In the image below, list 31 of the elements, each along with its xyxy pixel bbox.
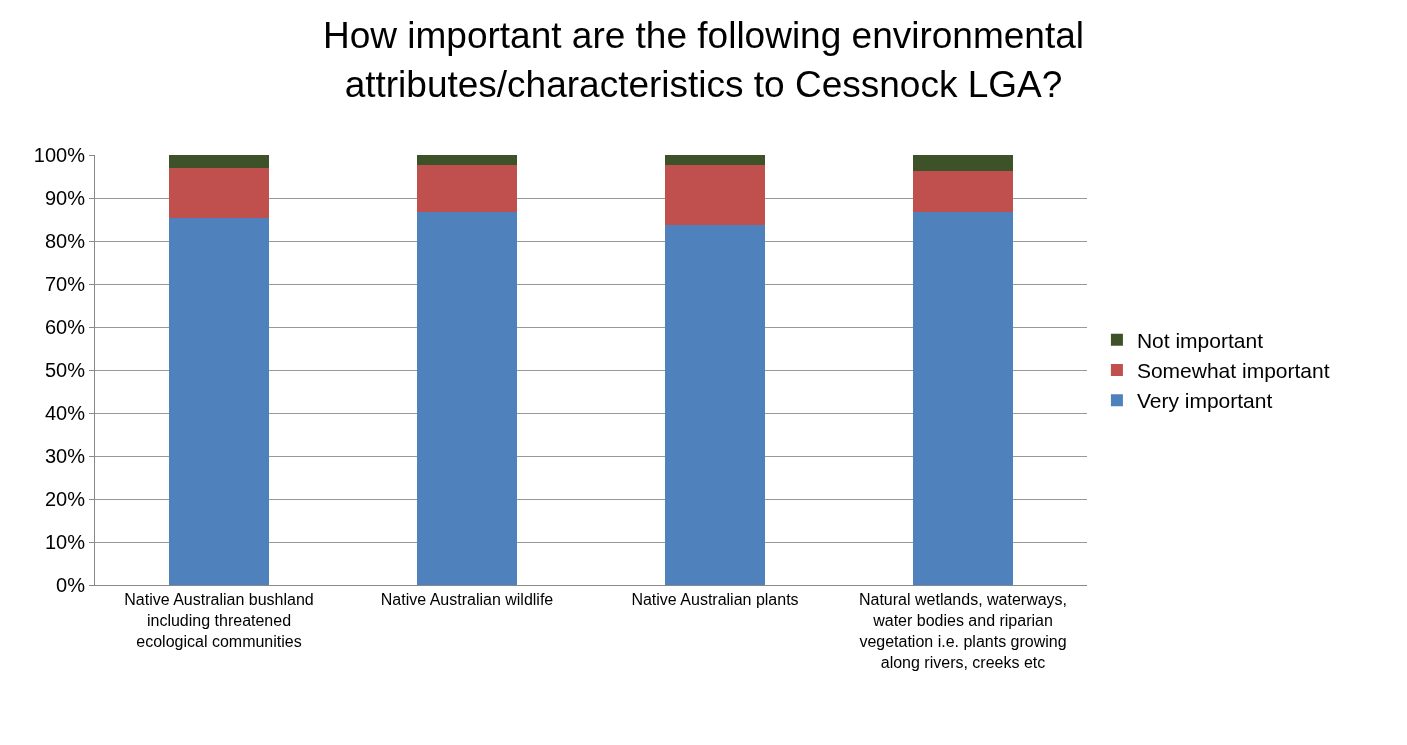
legend-label: Somewhat important bbox=[1136, 359, 1330, 383]
bar bbox=[169, 218, 269, 585]
bar bbox=[417, 164, 517, 212]
x-tick-label: Native Australian bushland including threatened ecological communities bbox=[124, 591, 314, 650]
bar bbox=[913, 155, 1013, 172]
x-tick-label: Native Australian wildlife bbox=[380, 591, 554, 609]
y-tick-label: 10% bbox=[44, 531, 86, 553]
bar bbox=[665, 155, 765, 165]
legend-label: Very important bbox=[1136, 389, 1273, 413]
legend-label: Not important bbox=[1136, 328, 1264, 352]
y-tick-label: 80% bbox=[44, 230, 86, 252]
y-tick-label: 50% bbox=[44, 359, 86, 381]
y-tick-label: 70% bbox=[44, 273, 86, 295]
y-tick-label: 30% bbox=[44, 445, 86, 467]
y-tick-label: 100% bbox=[33, 144, 86, 166]
x-tick-label: Natural wetlands, waterways, water bodies and riparian vegetation i.e. plants growing along rivers, creeks etc bbox=[858, 591, 1068, 671]
bar bbox=[913, 211, 1013, 585]
bar bbox=[665, 224, 765, 585]
chart-title: How important are the following environmental attributes/characteristics to Cessnock LGA? bbox=[323, 15, 1084, 105]
bar bbox=[665, 164, 765, 225]
bar bbox=[169, 155, 269, 168]
bar bbox=[169, 167, 269, 219]
y-tick-label: 20% bbox=[44, 488, 86, 510]
y-tick-label: 90% bbox=[44, 187, 86, 209]
bar bbox=[417, 211, 517, 585]
bar bbox=[417, 155, 517, 165]
x-tick-label: Native Australian plants bbox=[631, 591, 799, 609]
y-tick-label: 40% bbox=[44, 402, 86, 424]
bar bbox=[913, 171, 1013, 212]
y-tick-label: 60% bbox=[44, 316, 86, 338]
y-tick-label: 0% bbox=[56, 574, 86, 596]
